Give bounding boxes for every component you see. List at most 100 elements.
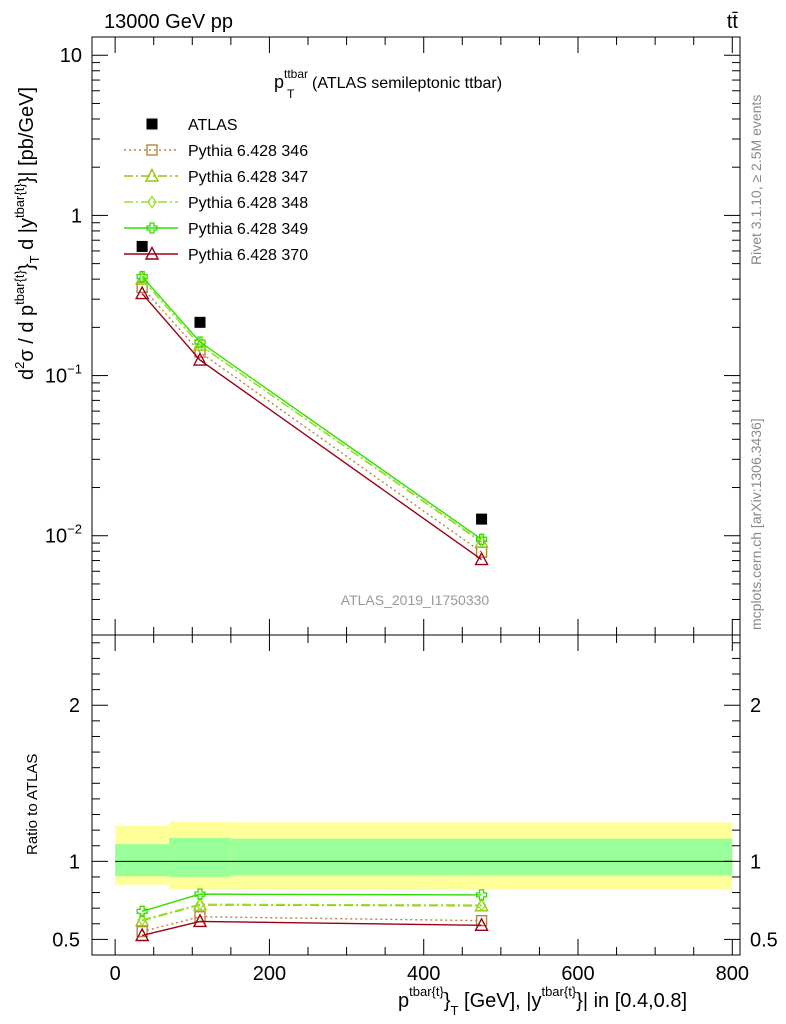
main-ytick-label-base-2: 10 xyxy=(45,366,67,388)
main-ytick-label-exp-2: −1 xyxy=(67,362,82,377)
main-ytick-label-base-1: 1 xyxy=(71,205,82,227)
ylabel-dy-sup: tbar{t} xyxy=(12,183,27,218)
main-series-3-point-0 xyxy=(137,272,147,286)
xlabel-units: [GeV], |y xyxy=(458,990,541,1012)
ratio-ytick-label-left-1: 1 xyxy=(69,851,80,873)
ratio-series-layer xyxy=(134,888,489,942)
ylabel-sub-t: T xyxy=(27,255,42,263)
ratio-panel: 0.5 0.5 1 1 2 2 0 200 400 600 800 Ratio to ATLAS p… xyxy=(24,634,778,1018)
ratio-xtick-label-4: 800 xyxy=(716,963,749,985)
legend-label-3: Pythia 6.428 348 xyxy=(188,195,308,212)
ylabel-unit: }| [pb/GeV] xyxy=(16,87,38,183)
title-p: p xyxy=(274,72,284,92)
header-process-label: tt̄ xyxy=(727,11,739,33)
main-series-0-point-2 xyxy=(476,513,488,525)
main-series-4-point-2 xyxy=(475,533,488,545)
main-series-line-3 xyxy=(141,278,482,543)
main-series-1-point-0 xyxy=(136,281,148,294)
main-ytick-label-exp-3: −2 xyxy=(67,522,82,537)
xlabel-sub-t: T xyxy=(451,1003,459,1018)
main-ytick-label-base-0: 10 xyxy=(60,45,82,67)
ratio-series-4-point-1 xyxy=(192,913,208,928)
main-series-0-point-1 xyxy=(194,316,206,328)
main-title: pttbar (ATLAS semileptonic ttbar) xyxy=(274,67,502,92)
ratio-series-line-1 xyxy=(141,904,482,922)
ratio-ytick-label-left-2: 2 xyxy=(69,695,80,717)
legend-label-5: Pythia 6.428 370 xyxy=(188,247,308,264)
ratio-series-4-point-0 xyxy=(134,927,150,942)
legend-marker-1 xyxy=(146,144,158,156)
main-series-line-5 xyxy=(141,293,482,561)
main-ytick-label-0: 10 xyxy=(60,45,82,67)
ratio-series-4-point-2 xyxy=(474,917,489,932)
ratio-xtick-label-2: 400 xyxy=(407,963,440,985)
ratio-series-line-4 xyxy=(141,920,482,937)
legend-marker-2 xyxy=(144,167,160,182)
title-sup: ttbar xyxy=(284,67,308,81)
ratio-xlabel: ptbar{t}}T [GeV], |ytbar{t}}| in [0.4,0.… xyxy=(398,984,687,1018)
legend-marker-4 xyxy=(146,222,158,234)
ratio-ylabel: Ratio to ATLAS xyxy=(24,754,41,855)
ylabel-brace: } xyxy=(16,263,38,270)
main-series-layer xyxy=(134,240,489,566)
ylabel-dy: d |y xyxy=(16,218,38,255)
ratio-series-0-point-0 xyxy=(136,925,148,938)
legend-marker-0 xyxy=(146,118,158,130)
legend-label-0: ATLAS xyxy=(188,117,238,134)
legend: ATLAS Pythia 6.428 346 Pythia 6.428 347 Pyt… xyxy=(124,117,308,264)
ratio-ticks: 0.5 0.5 1 1 2 2 0 200 400 600 800 xyxy=(52,635,778,985)
main-ylabel: d2σ / d ptbar{t}}T d |ytbar{t}}| [pb/GeV… xyxy=(12,87,42,380)
main-ytick-label-2: 10−1 xyxy=(45,362,82,388)
main-ytick-label-base-3: 10 xyxy=(45,526,67,548)
main-ytick-label-1: 1 xyxy=(71,205,82,227)
ratio-series-line-2 xyxy=(141,903,482,921)
xlabel-p: p xyxy=(398,990,409,1012)
ratio-series-line-3 xyxy=(141,893,482,912)
ratio-series-2-point-0 xyxy=(137,913,147,927)
header-energy-label: 13000 GeV pp xyxy=(104,11,233,33)
ratio-band-stat-2 xyxy=(230,838,733,876)
main-series-5-point-0 xyxy=(134,285,150,300)
legend-marker-3 xyxy=(147,195,157,209)
main-title-sub: T xyxy=(287,87,295,101)
main-series-5-point-2 xyxy=(474,551,489,566)
ratio-series-2-point-2 xyxy=(476,898,487,912)
ylabel-sigma: σ / d p xyxy=(16,305,38,362)
xlabel-y-sup: tbar{t} xyxy=(541,984,576,999)
legend-label-2: Pythia 6.428 347 xyxy=(188,169,308,186)
ratio-series-0-point-2 xyxy=(475,914,488,927)
mcplots-label: mcplots.cern.ch [arXiv:1306.3436] xyxy=(748,418,764,630)
main-series-0-point-0 xyxy=(136,240,148,252)
ratio-bands xyxy=(115,821,733,890)
main-series-4-point-1 xyxy=(194,336,206,348)
main-series-3-point-2 xyxy=(476,534,487,549)
analysis-watermark: ATLAS_2019_I1750330 xyxy=(341,592,490,608)
main-series-5-point-1 xyxy=(192,352,208,366)
ratio-ytick-label-right-2: 2 xyxy=(750,695,761,717)
ratio-xtick-label-1: 200 xyxy=(253,963,286,985)
ratio-frame xyxy=(91,634,741,956)
main-series-line-4 xyxy=(141,276,482,540)
ratio-band-stat-0 xyxy=(115,844,170,877)
ratio-series-3-point-2 xyxy=(475,889,488,901)
main-series-4-point-0 xyxy=(136,270,148,283)
ratio-band-stat-1 xyxy=(169,837,231,877)
ratio-series-2-point-1 xyxy=(195,897,205,911)
ratio-ytick-label-right-0: 0.5 xyxy=(750,929,778,951)
xlabel-range: }| in [0.4,0.8] xyxy=(576,990,687,1012)
ratio-ytick-label-left-0: 0.5 xyxy=(52,929,80,951)
ratio-series-3-point-0 xyxy=(136,905,148,917)
ratio-xtick-label-0: 0 xyxy=(110,963,121,985)
xlabel-brace: } xyxy=(444,990,451,1012)
ylabel-d-sup: 2 xyxy=(12,362,27,369)
rivet-label: Rivet 3.1.10, ≥ 2.5M events xyxy=(748,95,764,265)
legend-marker-5 xyxy=(144,245,160,260)
ratio-ytick-label-right-1: 1 xyxy=(750,851,761,873)
ylabel-sigma-sup: tbar{t} xyxy=(12,269,27,304)
main-ytick-label-3: 10−2 xyxy=(45,522,82,548)
ratio-xtick-label-3: 600 xyxy=(561,963,594,985)
title-rest: (ATLAS semileptonic ttbar) xyxy=(312,75,502,92)
